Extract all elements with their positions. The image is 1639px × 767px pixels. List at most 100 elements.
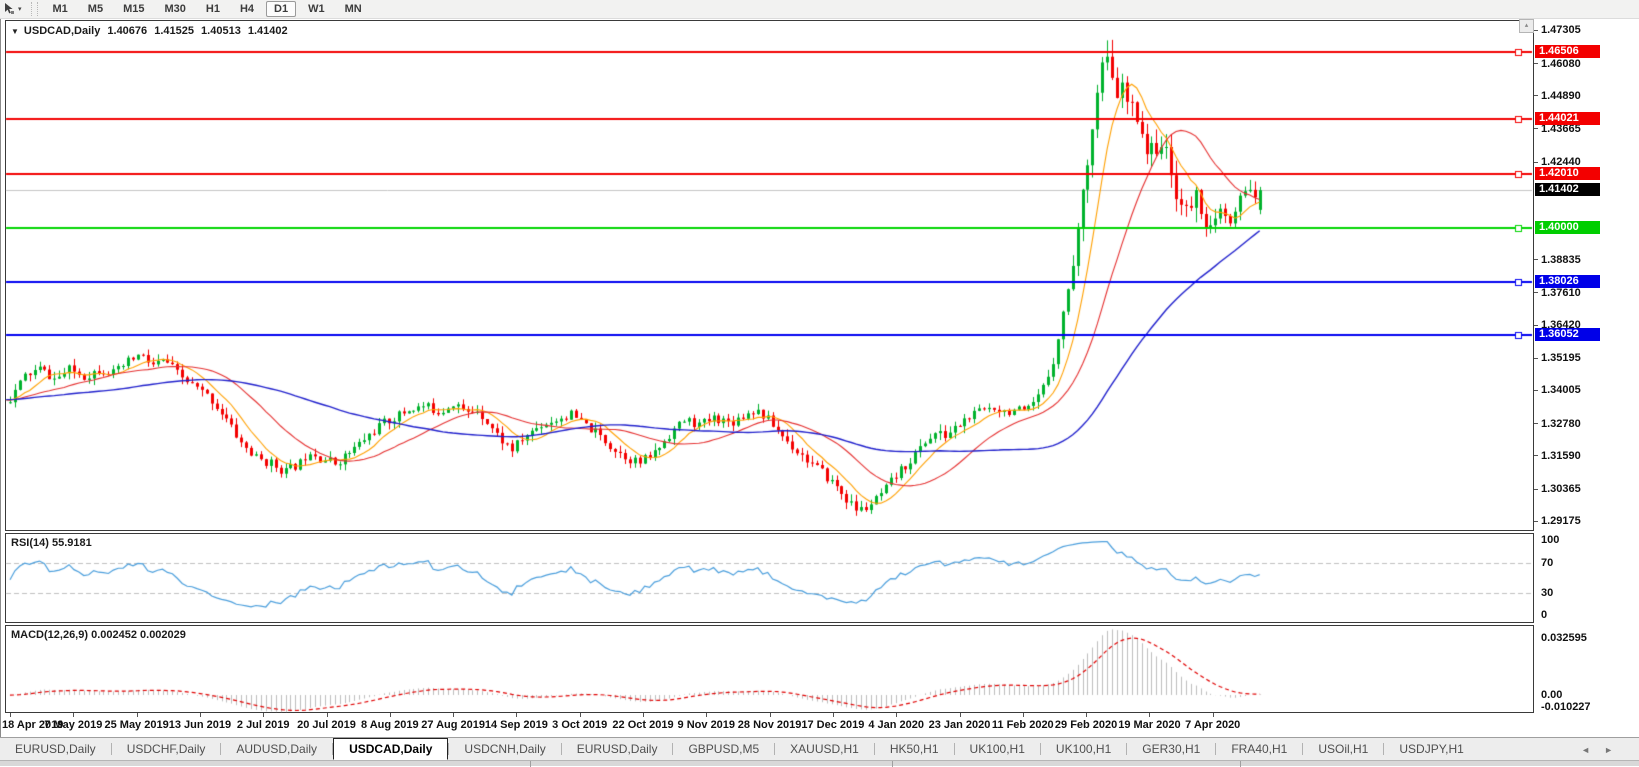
date-tick-mark — [199, 713, 201, 717]
price-tick-label: 1.37610 — [1541, 286, 1581, 299]
timeframe-button-m15[interactable]: M15 — [123, 3, 145, 15]
tab-divider — [1215, 743, 1217, 755]
date-tick-mark — [769, 713, 771, 717]
price-tick: 1.31590 — [1534, 450, 1581, 462]
date-tick-mark — [1022, 713, 1024, 717]
tab-divider — [560, 743, 562, 755]
rsi-scale-label: 30 — [1541, 586, 1554, 599]
chart-scroll-button[interactable]: ▴ — [1519, 19, 1534, 33]
price-tick: 1.47305 — [1534, 24, 1581, 36]
date-label: 2 Jul 2019 — [236, 719, 290, 731]
price-tick-mark — [1534, 259, 1538, 261]
ohlc-high: 1.41525 — [154, 25, 194, 37]
chart-tab-xauusd-h1[interactable]: XAUUSD,H1 — [790, 742, 859, 756]
date-label: 11 Feb 2020 — [991, 719, 1054, 731]
date-tick-mark — [1149, 713, 1151, 717]
price-tick-mark — [1534, 488, 1538, 490]
price-tick-mark — [1534, 29, 1538, 31]
date-tick-mark — [706, 713, 708, 717]
chart-tab-fra40-h1[interactable]: FRA40,H1 — [1231, 742, 1288, 756]
tab-divider — [953, 743, 955, 755]
chart-tab-usdcnh-daily[interactable]: USDCNH,Daily — [464, 742, 546, 756]
date-tick-mark — [73, 713, 75, 717]
chart-symbol-label: USDCAD,Daily — [23, 25, 101, 37]
timeframe-button-h1[interactable]: H1 — [205, 3, 220, 15]
date-tick-mark — [453, 713, 455, 717]
price-tick-label: 1.31590 — [1541, 449, 1581, 462]
chart-tab-uk100-h1[interactable]: UK100,H1 — [1055, 742, 1112, 756]
date-tick-mark — [832, 713, 834, 717]
price-tick: 1.35195 — [1534, 352, 1581, 364]
date-tick-mark — [10, 713, 11, 717]
price-tick: 1.38835 — [1534, 254, 1581, 266]
price-tick-mark — [1534, 324, 1538, 326]
chart-tab-usdjpy-h1[interactable]: USDJPY,H1 — [1399, 742, 1464, 756]
date-label: 19 Mar 2020 — [1118, 719, 1181, 731]
price-tick: 1.46080 — [1534, 58, 1581, 70]
cursor-tool-button[interactable]: ▾ — [0, 1, 26, 17]
price-tick-label: 1.30365 — [1541, 483, 1581, 495]
date-tick-mark — [389, 713, 391, 717]
tab-divider — [332, 743, 334, 755]
chart-title: ▼ USDCAD,Daily 1.40676 1.41525 1.40513 1.… — [11, 25, 292, 37]
chart-tab-uk100-h1[interactable]: UK100,H1 — [969, 742, 1025, 756]
tab-divider — [220, 743, 222, 755]
price-tick-label: 1.29175 — [1541, 515, 1581, 528]
chart-tab-usdcad-daily[interactable]: USDCAD,Daily — [333, 738, 449, 760]
status-strip-divider — [530, 761, 531, 767]
level-price-badge: 1.44021 — [1535, 112, 1600, 126]
date-label: 9 Nov 2019 — [677, 719, 736, 731]
price-tick: 1.37610 — [1534, 287, 1581, 299]
chart-tab-eurusd-daily[interactable]: EURUSD,Daily — [576, 742, 658, 756]
timeframe-button-h4[interactable]: H4 — [239, 3, 255, 15]
ohlc-close: 1.41402 — [247, 25, 288, 37]
status-strip-divider — [892, 761, 893, 767]
ohlc-open: 1.40676 — [107, 25, 148, 37]
tab-divider — [672, 743, 674, 755]
date-label: 3 Oct 2019 — [552, 719, 608, 731]
macd-scale-zero: 0.00 — [1541, 689, 1563, 701]
chart-tab-audusd-daily[interactable]: AUDUSD,Daily — [236, 742, 318, 756]
chart-tab-gbpusd-m5[interactable]: GBPUSD,M5 — [688, 742, 760, 756]
date-label: 7 Apr 2020 — [1185, 719, 1241, 731]
chart-tab-usdchf-daily[interactable]: USDCHF,Daily — [126, 742, 206, 756]
tab-divider — [1302, 743, 1304, 755]
timeframe-button-m1[interactable]: M1 — [52, 3, 68, 15]
bottom-status-strip — [0, 760, 1639, 767]
cursor-tool-icon — [5, 3, 14, 14]
chart-tab-ger30-h1[interactable]: GER30,H1 — [1142, 742, 1201, 756]
chart-tab-eurusd-daily[interactable]: EURUSD,Daily — [15, 742, 96, 756]
window-left-edge — [0, 18, 1, 760]
level-price-badge: 1.40000 — [1535, 221, 1600, 235]
macd-scale-bottom: -0.010227 — [1541, 701, 1591, 713]
price-axis[interactable]: 1.47305 1.46080 1.44890 1.43665 1.42440 1.388… — [1534, 18, 1639, 718]
timeframe-button-m30[interactable]: M30 — [164, 3, 186, 15]
chart-tab-usoil-h1[interactable]: USOil,H1 — [1318, 742, 1369, 756]
tab-scroll-left-icon[interactable]: ◄ — [1581, 744, 1591, 755]
date-label: 14 Sep 2019 — [484, 719, 548, 731]
date-tick-mark — [326, 713, 328, 717]
time-axis[interactable]: 18 Apr 2019 7 May 2019 25 May 2019 13 Jun 2… — [0, 713, 1534, 737]
price-tick-mark — [1534, 95, 1538, 97]
tab-divider — [1126, 743, 1128, 755]
price-tick-mark — [1534, 455, 1538, 457]
price-tick: 1.30365 — [1534, 483, 1581, 495]
timeframe-button-d1[interactable]: D1 — [266, 1, 297, 17]
date-label: 28 Nov 2019 — [737, 719, 802, 731]
rsi-scale-label: 0 — [1541, 609, 1548, 621]
chart-tab-hk50-h1[interactable]: HK50,H1 — [889, 742, 939, 756]
tab-scroll-right-icon[interactable]: ► — [1604, 744, 1613, 755]
date-label: 23 Jan 2020 — [928, 719, 991, 731]
macd-scale-top: 0.032595 — [1541, 632, 1587, 644]
timeframe-button-mn[interactable]: MN — [344, 3, 362, 15]
tab-divider — [110, 743, 112, 755]
price-tick: 1.29175 — [1534, 515, 1581, 527]
chevron-down-icon: ▾ — [18, 6, 22, 13]
tab-divider — [873, 743, 875, 755]
timeframe-button-m5[interactable]: M5 — [87, 3, 104, 15]
rsi-scale-label: 100 — [1541, 534, 1560, 546]
price-tick: 1.44890 — [1534, 90, 1581, 102]
timeframe-button-w1[interactable]: W1 — [308, 3, 325, 15]
level-price-badge: 1.42010 — [1535, 166, 1600, 180]
